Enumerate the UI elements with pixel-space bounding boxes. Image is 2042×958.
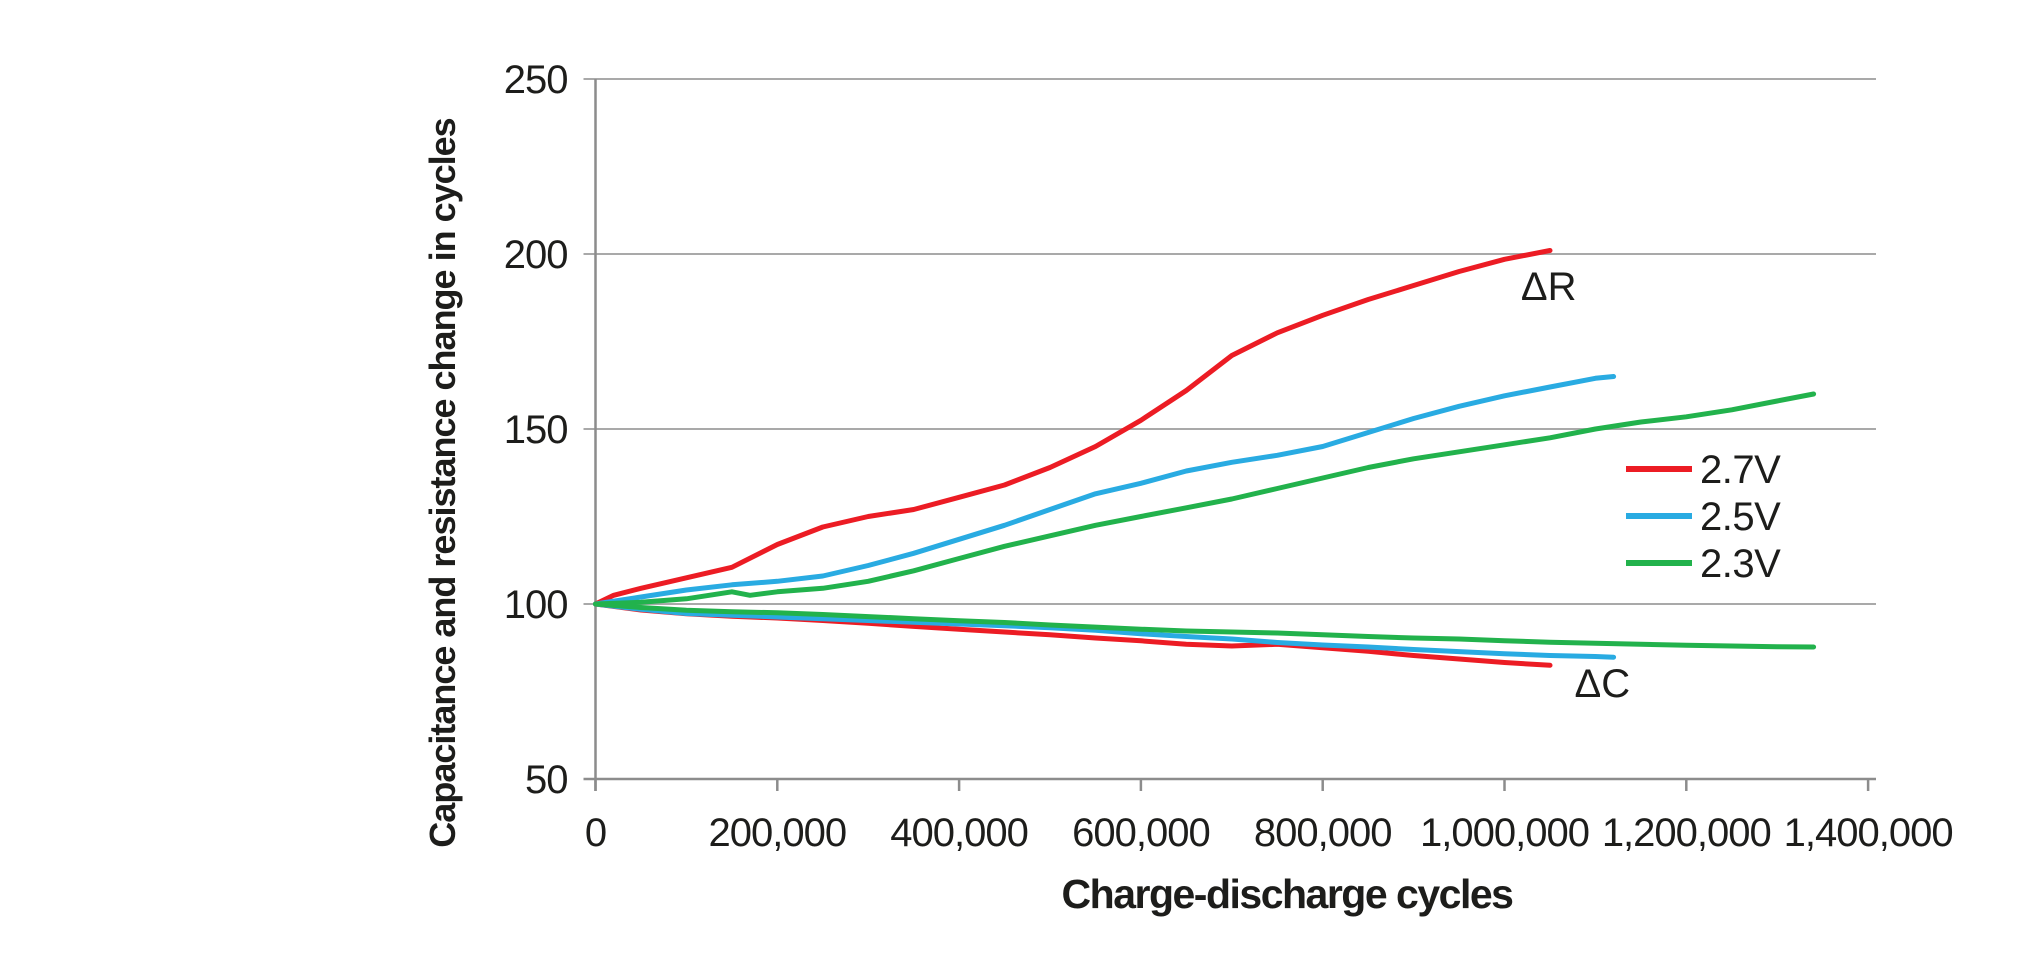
legend: 2.7V2.5V2.3V <box>1626 448 1782 586</box>
x-tick-label-1200000: 1,200,000 <box>1602 811 1771 855</box>
x-tick-label-400000: 400,000 <box>890 811 1028 855</box>
series-line-2.3V-resistance <box>593 391 1817 607</box>
annotations: ΔR ΔC <box>1521 265 1630 706</box>
series-line-2.3V-capacitance <box>593 601 1817 650</box>
annotation-delta-r: ΔR <box>1521 265 1577 309</box>
y-tick-label-150: 150 <box>504 408 568 452</box>
x-tick-label-800000: 800,000 <box>1254 811 1392 855</box>
y-tick-label-200: 200 <box>504 233 568 277</box>
legend-label-2.3V: 2.3V <box>1700 542 1781 586</box>
gridlines <box>583 78 1876 780</box>
series-line-2.5V-resistance <box>593 374 1617 607</box>
x-axis-ticks <box>594 779 1870 791</box>
y-tick-label-50: 50 <box>525 758 568 802</box>
legend-label-2.7V: 2.7V <box>1700 448 1781 492</box>
y-axis-title: Capacitance and resistance change in cyc… <box>422 118 463 847</box>
x-tick-label-600000: 600,000 <box>1072 811 1210 855</box>
x-tick-label-0: 0 <box>585 811 606 855</box>
series-line-2.5V-capacitance <box>593 601 1617 660</box>
x-tick-label-1400000: 1,400,000 <box>1784 811 1953 855</box>
y-tick-label-100: 100 <box>504 583 568 627</box>
y-axis-tick-labels: 50 100 150 200 250 <box>504 58 569 802</box>
x-tick-label-1000000: 1,000,000 <box>1420 811 1589 855</box>
legend-label-2.5V: 2.5V <box>1700 495 1781 539</box>
series-line-2.7V-resistance <box>593 248 1553 607</box>
annotation-delta-c: ΔC <box>1574 662 1630 706</box>
x-axis-tick-labels: 0 200,000 400,000 600,000 800,000 1,000,000 1,… <box>585 811 1954 855</box>
axes <box>583 79 1876 791</box>
x-axis-title: Charge-discharge cycles <box>1062 871 1514 917</box>
series-lines <box>593 248 1817 668</box>
x-tick-label-200000: 200,000 <box>709 811 847 855</box>
y-tick-label-250: 250 <box>504 58 568 102</box>
